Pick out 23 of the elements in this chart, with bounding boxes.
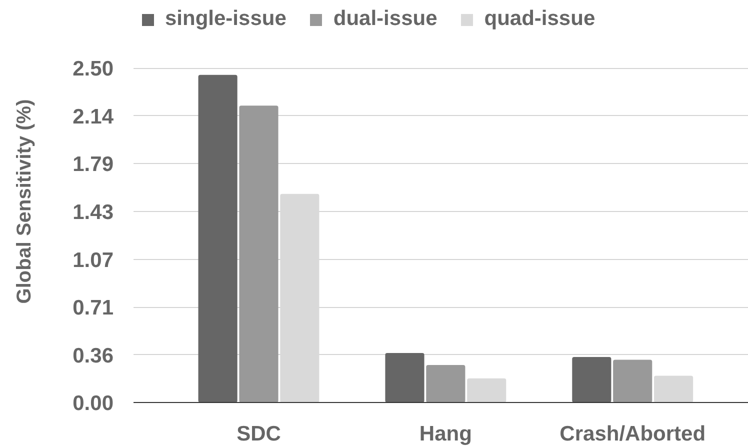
legend-label: single-issue	[165, 7, 286, 31]
legend-label: dual-issue	[333, 7, 438, 31]
bar	[654, 376, 694, 402]
y-tick-label: 0.36	[72, 344, 114, 368]
legend-label: quad-issue	[484, 7, 596, 31]
y-tick-label: 1.07	[72, 248, 114, 272]
y-tick-label: 2.50	[72, 58, 114, 81]
y-tick-label: 1.79	[72, 153, 114, 176]
bar	[198, 74, 238, 402]
bar	[239, 106, 278, 402]
y-tick-label: 2.14	[72, 105, 114, 128]
y-tick-label: 0.71	[72, 296, 114, 320]
x-tick-label: Hang	[419, 422, 472, 446]
y-tick-label: 0.00	[72, 392, 114, 415]
bar	[613, 360, 652, 402]
x-tick-label: SDC	[236, 422, 281, 446]
x-tick-label: Crash/Aborted	[560, 422, 706, 446]
bar	[426, 365, 466, 402]
bar	[385, 353, 424, 402]
bar	[572, 357, 612, 402]
y-axis-title: Global Sensitivity (%)	[14, 99, 36, 304]
y-tick-label: 1.43	[72, 200, 114, 224]
bar	[467, 378, 506, 402]
